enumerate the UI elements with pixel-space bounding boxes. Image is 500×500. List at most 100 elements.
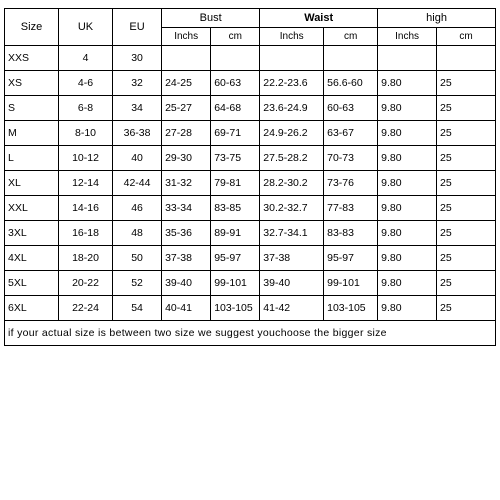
table-row: M8-1036-3827-2869-7124.9-26.263-679.8025 bbox=[5, 121, 496, 146]
cell-high_in: 9.80 bbox=[378, 71, 437, 96]
cell-high_cm: 25 bbox=[437, 96, 496, 121]
cell-size: XS bbox=[5, 71, 59, 96]
cell-eu: 52 bbox=[113, 271, 162, 296]
cell-eu: 34 bbox=[113, 96, 162, 121]
cell-waist_cm: 56.6-60 bbox=[324, 71, 378, 96]
cell-high_in: 9.80 bbox=[378, 271, 437, 296]
cell-high_in bbox=[378, 46, 437, 71]
cell-eu: 42-44 bbox=[113, 171, 162, 196]
table-row: XL12-1442-4431-3279-8128.2-30.273-769.80… bbox=[5, 171, 496, 196]
cell-eu: 46 bbox=[113, 196, 162, 221]
cell-uk: 6-8 bbox=[59, 96, 113, 121]
header-high-inches: Inchs bbox=[378, 28, 437, 46]
header-bust-inches: Inchs bbox=[162, 28, 211, 46]
cell-eu: 32 bbox=[113, 71, 162, 96]
header-high-cm: cm bbox=[437, 28, 496, 46]
cell-bust_in: 29-30 bbox=[162, 146, 211, 171]
cell-eu: 48 bbox=[113, 221, 162, 246]
cell-waist_cm: 63-67 bbox=[324, 121, 378, 146]
size-chart-body: XXS430XS4-63224-2560-6322.2-23.656.6-609… bbox=[5, 46, 496, 321]
cell-bust_cm: 89-91 bbox=[211, 221, 260, 246]
header-bust: Bust bbox=[162, 9, 260, 28]
footer-note: if your actual size is between two size … bbox=[5, 321, 496, 346]
cell-high_in: 9.80 bbox=[378, 246, 437, 271]
cell-bust_cm: 69-71 bbox=[211, 121, 260, 146]
cell-bust_in: 37-38 bbox=[162, 246, 211, 271]
table-row: XXS430 bbox=[5, 46, 496, 71]
cell-size: 3XL bbox=[5, 221, 59, 246]
cell-bust_cm: 83-85 bbox=[211, 196, 260, 221]
cell-bust_cm: 64-68 bbox=[211, 96, 260, 121]
cell-bust_cm: 60-63 bbox=[211, 71, 260, 96]
cell-waist_in: 28.2-30.2 bbox=[260, 171, 324, 196]
cell-waist_in: 23.6-24.9 bbox=[260, 96, 324, 121]
cell-uk: 4 bbox=[59, 46, 113, 71]
cell-high_in: 9.80 bbox=[378, 171, 437, 196]
cell-uk: 12-14 bbox=[59, 171, 113, 196]
cell-waist_cm: 73-76 bbox=[324, 171, 378, 196]
cell-bust_in: 40-41 bbox=[162, 296, 211, 321]
cell-size: 6XL bbox=[5, 296, 59, 321]
cell-uk: 20-22 bbox=[59, 271, 113, 296]
cell-waist_in: 41-42 bbox=[260, 296, 324, 321]
cell-bust_cm: 99-101 bbox=[211, 271, 260, 296]
cell-size: XL bbox=[5, 171, 59, 196]
cell-high_cm: 25 bbox=[437, 121, 496, 146]
cell-size: S bbox=[5, 96, 59, 121]
cell-uk: 4-6 bbox=[59, 71, 113, 96]
cell-high_in: 9.80 bbox=[378, 121, 437, 146]
cell-waist_in: 22.2-23.6 bbox=[260, 71, 324, 96]
cell-high_cm: 25 bbox=[437, 146, 496, 171]
cell-size: XXL bbox=[5, 196, 59, 221]
cell-eu: 50 bbox=[113, 246, 162, 271]
header-waist-cm: cm bbox=[324, 28, 378, 46]
cell-bust_in: 25-27 bbox=[162, 96, 211, 121]
cell-high_cm: 25 bbox=[437, 71, 496, 96]
cell-bust_in: 39-40 bbox=[162, 271, 211, 296]
cell-size: L bbox=[5, 146, 59, 171]
table-row: XXL14-164633-3483-8530.2-32.777-839.8025 bbox=[5, 196, 496, 221]
cell-uk: 14-16 bbox=[59, 196, 113, 221]
header-eu: EU bbox=[113, 9, 162, 46]
cell-waist_in: 39-40 bbox=[260, 271, 324, 296]
cell-waist_in: 32.7-34.1 bbox=[260, 221, 324, 246]
cell-bust_cm: 73-75 bbox=[211, 146, 260, 171]
cell-bust_in: 31-32 bbox=[162, 171, 211, 196]
cell-eu: 40 bbox=[113, 146, 162, 171]
cell-waist_cm: 70-73 bbox=[324, 146, 378, 171]
cell-high_cm: 25 bbox=[437, 271, 496, 296]
cell-high_cm: 25 bbox=[437, 196, 496, 221]
cell-uk: 22-24 bbox=[59, 296, 113, 321]
size-chart-table: Size UK EU Bust Waist high Inchs cm Inch… bbox=[4, 8, 496, 346]
table-row: 3XL16-184835-3689-9132.7-34.183-839.8025 bbox=[5, 221, 496, 246]
cell-high_in: 9.80 bbox=[378, 196, 437, 221]
cell-waist_in: 27.5-28.2 bbox=[260, 146, 324, 171]
header-waist-inches: Inchs bbox=[260, 28, 324, 46]
cell-bust_in: 33-34 bbox=[162, 196, 211, 221]
cell-waist_cm: 95-97 bbox=[324, 246, 378, 271]
cell-eu: 36-38 bbox=[113, 121, 162, 146]
cell-bust_in bbox=[162, 46, 211, 71]
cell-waist_cm: 60-63 bbox=[324, 96, 378, 121]
cell-high_in: 9.80 bbox=[378, 221, 437, 246]
cell-bust_cm bbox=[211, 46, 260, 71]
cell-bust_cm: 103-105 bbox=[211, 296, 260, 321]
table-row: 6XL22-245440-41103-10541-42103-1059.8025 bbox=[5, 296, 496, 321]
table-row: 5XL20-225239-4099-10139-4099-1019.8025 bbox=[5, 271, 496, 296]
cell-bust_in: 27-28 bbox=[162, 121, 211, 146]
table-row: XS4-63224-2560-6322.2-23.656.6-609.8025 bbox=[5, 71, 496, 96]
cell-bust_cm: 79-81 bbox=[211, 171, 260, 196]
cell-waist_cm: 83-83 bbox=[324, 221, 378, 246]
cell-size: M bbox=[5, 121, 59, 146]
table-row: 4XL18-205037-3895-9737-3895-979.8025 bbox=[5, 246, 496, 271]
cell-waist_cm: 99-101 bbox=[324, 271, 378, 296]
cell-size: 5XL bbox=[5, 271, 59, 296]
cell-uk: 10-12 bbox=[59, 146, 113, 171]
cell-high_cm: 25 bbox=[437, 296, 496, 321]
table-row: S6-83425-2764-6823.6-24.960-639.8025 bbox=[5, 96, 496, 121]
header-size: Size bbox=[5, 9, 59, 46]
cell-size: 4XL bbox=[5, 246, 59, 271]
cell-waist_in: 24.9-26.2 bbox=[260, 121, 324, 146]
cell-high_cm: 25 bbox=[437, 221, 496, 246]
cell-waist_cm: 77-83 bbox=[324, 196, 378, 221]
